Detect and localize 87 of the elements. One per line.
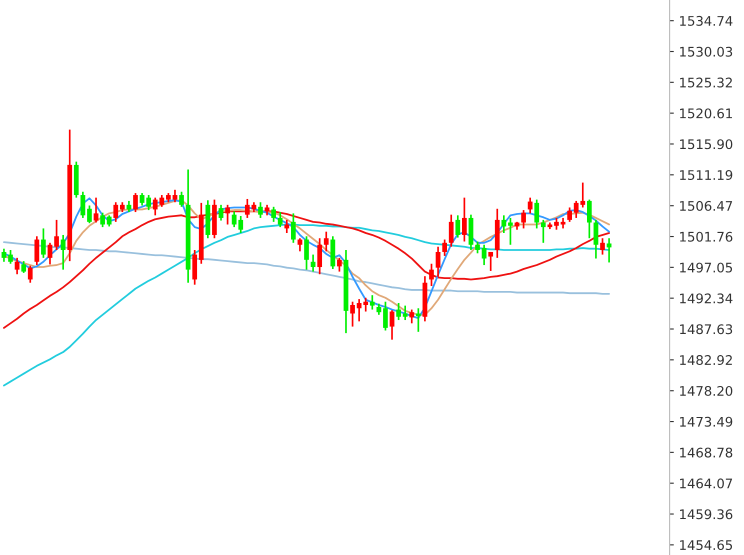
candlestick <box>146 194 152 211</box>
candlestick <box>540 219 546 244</box>
candlestick <box>271 206 276 223</box>
candlestick <box>488 251 494 272</box>
candlestick <box>370 294 375 310</box>
candlestick <box>429 262 434 287</box>
candlestick <box>14 257 20 276</box>
candlestick <box>80 190 86 219</box>
candlestick <box>455 214 460 238</box>
y-tick-label: 1534.74 <box>680 16 732 26</box>
candlestick <box>337 257 342 272</box>
candlestick <box>383 300 388 332</box>
candlestick <box>356 298 362 322</box>
candlestick <box>106 214 112 228</box>
candlestick <box>363 296 368 312</box>
y-tick-label: 1468.78 <box>680 448 732 458</box>
y-tick-label: 1520.61 <box>680 108 732 118</box>
y-tick-label: 1459.36 <box>680 509 732 520</box>
y-tick-label: 1506.47 <box>680 200 732 211</box>
candlestick <box>113 201 118 223</box>
candlestick <box>304 235 309 270</box>
candlestick <box>238 215 244 234</box>
candlestick <box>133 192 138 213</box>
candlestick <box>298 237 302 252</box>
candlestick <box>34 235 40 266</box>
candlestick <box>244 198 250 219</box>
candlestick <box>290 212 296 244</box>
candlestick <box>258 201 263 219</box>
candlestick <box>528 196 533 214</box>
candlestick <box>310 254 316 272</box>
y-tick-label: 1525.32 <box>680 78 732 88</box>
candlestick <box>567 206 572 223</box>
y-tick-label: 1478.20 <box>680 386 732 396</box>
candlestick <box>264 204 270 216</box>
candlestick <box>534 198 540 230</box>
candlestick <box>448 214 454 248</box>
candlestick <box>436 246 440 278</box>
candlestick <box>28 264 33 284</box>
candlestick <box>225 204 230 226</box>
candlestick <box>606 237 612 264</box>
candlestick <box>416 307 421 333</box>
candlestick <box>580 182 586 208</box>
candlestick <box>586 198 592 240</box>
candlestick <box>390 309 394 341</box>
y-tick-label: 1497.05 <box>680 262 732 273</box>
candlestick <box>594 219 598 260</box>
candlestick <box>402 304 408 321</box>
candlestick <box>159 194 164 208</box>
y-tick-label: 1487.63 <box>680 324 732 334</box>
candlestick <box>87 204 92 224</box>
candlestick <box>60 234 66 270</box>
candlestick <box>508 217 513 246</box>
candlestick <box>21 260 26 274</box>
candlestick <box>126 200 132 213</box>
candlestick <box>152 196 158 216</box>
candlestick <box>232 210 237 228</box>
candlestick <box>376 302 382 316</box>
candlestick <box>252 201 256 213</box>
candlestick <box>600 237 605 256</box>
y-tick-label: 1454.65 <box>680 540 732 550</box>
y-tick-label: 1464.07 <box>680 478 732 488</box>
y-tick-label: 1530.03 <box>680 46 732 57</box>
candlestick <box>100 212 105 228</box>
y-tick-label: 1511.19 <box>680 170 732 180</box>
candlestick <box>120 201 125 213</box>
candlestick <box>278 211 283 228</box>
candlestick <box>317 237 322 276</box>
candlestick <box>521 209 526 230</box>
candlestick <box>574 200 579 219</box>
candlestick <box>501 214 506 234</box>
y-tick-label: 1492.34 <box>680 293 732 304</box>
y-tick-label: 1515.90 <box>680 139 732 150</box>
y-tick-label: 1473.49 <box>680 416 732 427</box>
y-tick-label: 1501.76 <box>680 232 732 242</box>
candlestick <box>218 204 224 222</box>
candlestick <box>41 228 46 259</box>
candlestick <box>94 196 98 224</box>
y-tick-label: 1482.92 <box>680 355 732 366</box>
candlestick <box>396 302 401 321</box>
candlestick <box>324 230 329 252</box>
candlestick <box>179 190 184 208</box>
candlestick <box>442 238 448 257</box>
candlestick <box>140 192 144 206</box>
candlestick <box>462 196 467 242</box>
candlestick <box>350 300 355 328</box>
candlestick <box>284 219 290 234</box>
candlestick <box>409 308 414 324</box>
